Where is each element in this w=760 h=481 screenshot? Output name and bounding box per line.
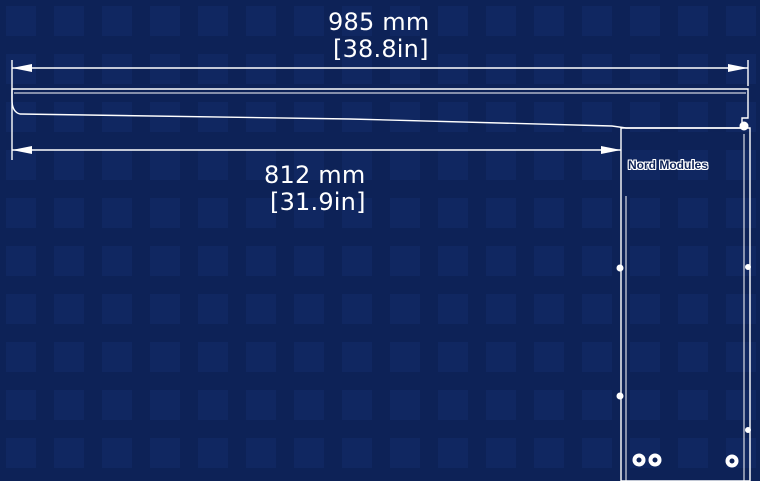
mount-tab-top	[739, 121, 749, 131]
mount-tab-left-2	[616, 392, 624, 400]
reach-length-mm: 812 mm	[264, 161, 366, 189]
reach-dimension-arrow-right	[601, 146, 621, 154]
wall-plate-outline	[620, 127, 751, 481]
reach-dimension-arrow-left	[12, 146, 32, 154]
mount-tab-right-2	[745, 427, 751, 433]
bracket-arm-outline	[11, 88, 749, 129]
overall-length-inches: [38.8in]	[333, 35, 429, 63]
overall-dimension-arrow-left	[12, 64, 32, 72]
overall-length-mm: 985 mm	[328, 8, 430, 36]
brand-label: Nord Modules	[628, 158, 708, 172]
overall-dimension-arrow-right	[728, 64, 748, 72]
reach-length-inches: [31.9in]	[270, 188, 366, 216]
mount-tab-left-1	[616, 264, 624, 272]
mount-tab-right-1	[745, 264, 751, 270]
